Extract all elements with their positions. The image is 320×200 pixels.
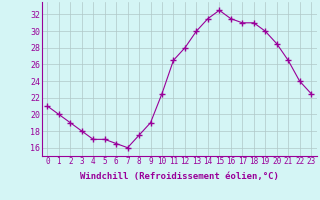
X-axis label: Windchill (Refroidissement éolien,°C): Windchill (Refroidissement éolien,°C) [80,172,279,181]
